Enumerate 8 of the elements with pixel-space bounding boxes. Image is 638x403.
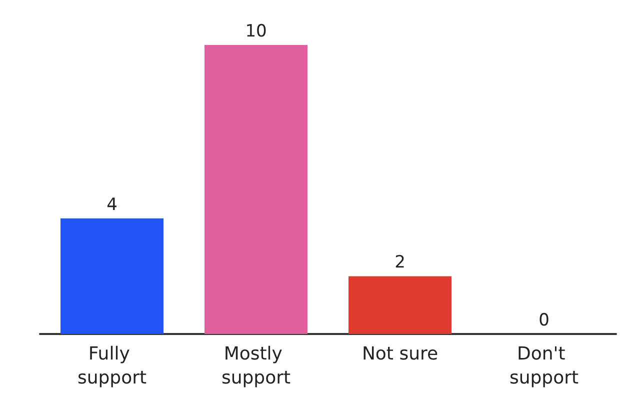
x-tick-label: Not sure — [362, 344, 438, 364]
x-tick-label: Mostly support — [221, 344, 291, 388]
x-tick-label: Don't support — [509, 344, 579, 388]
data-label: 10 — [245, 22, 267, 42]
data-label: 4 — [106, 194, 118, 215]
data-label: 0 — [538, 310, 550, 330]
data-label: 2 — [394, 252, 406, 273]
x-tick-label: Fully support — [77, 344, 147, 388]
